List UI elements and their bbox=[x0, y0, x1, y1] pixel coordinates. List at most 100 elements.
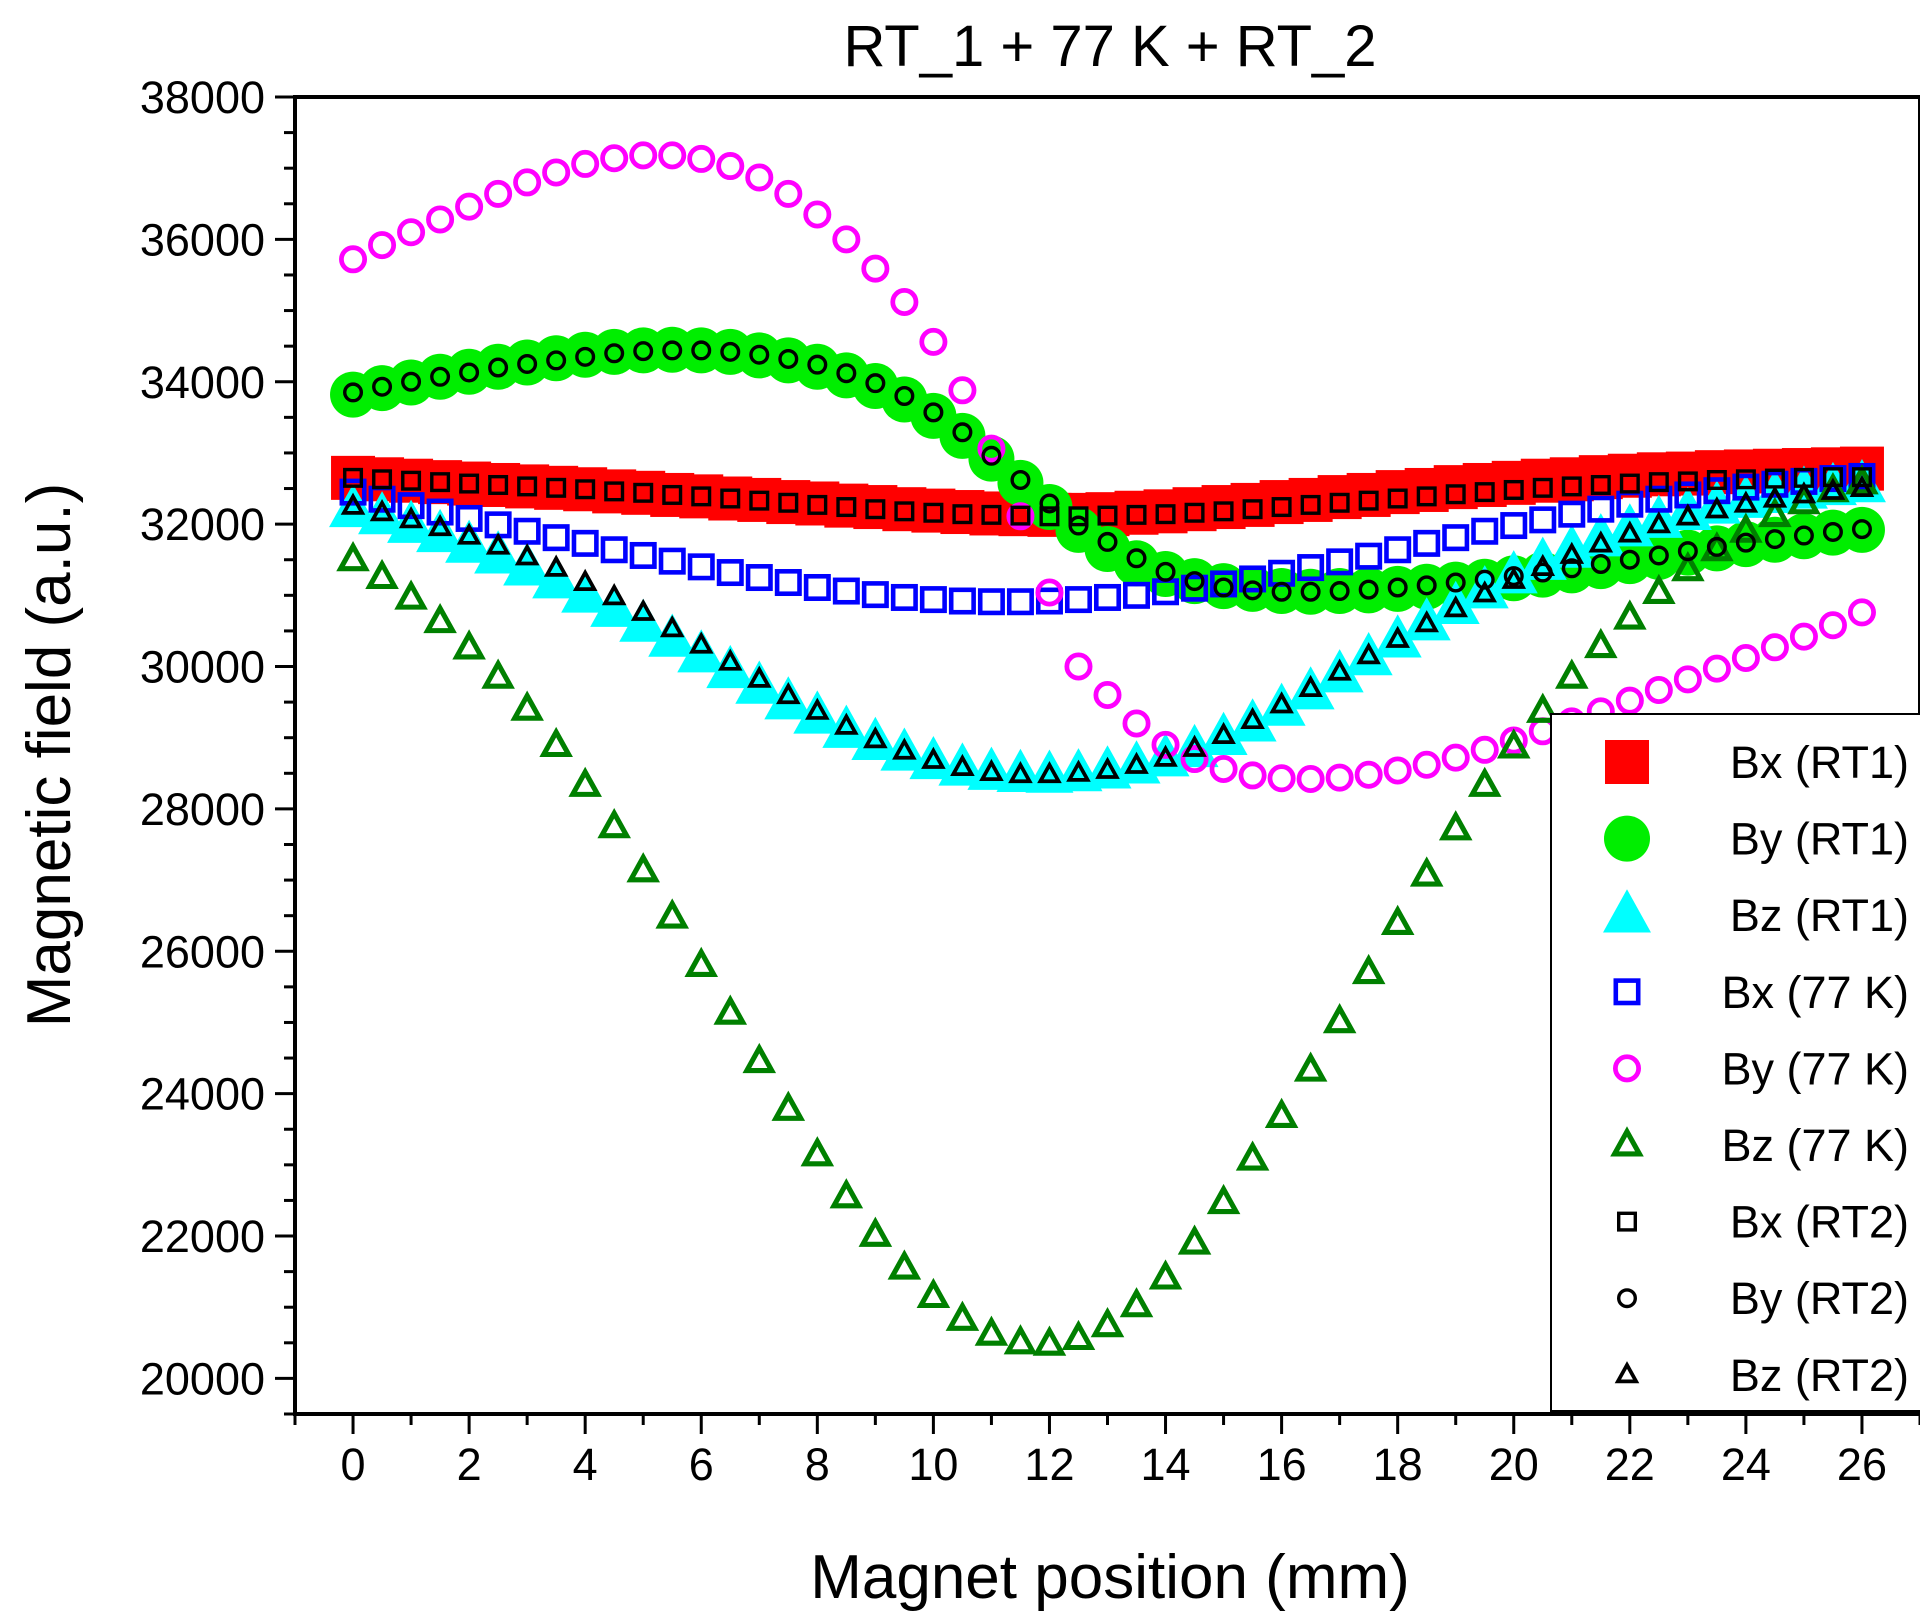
data-point bbox=[600, 144, 629, 173]
data-point bbox=[923, 402, 944, 423]
data-point bbox=[662, 340, 683, 361]
data-point bbox=[1373, 614, 1422, 658]
data-point bbox=[1758, 496, 1792, 528]
data-point bbox=[343, 467, 364, 488]
data-point bbox=[1351, 953, 1386, 985]
x-tick-label: 4 bbox=[573, 1439, 598, 1490]
data-point bbox=[1155, 504, 1176, 525]
data-point bbox=[546, 477, 567, 498]
data-point bbox=[979, 758, 1004, 782]
data-point bbox=[1003, 1324, 1038, 1355]
data-point bbox=[832, 577, 860, 605]
data-point bbox=[604, 481, 625, 502]
data-point bbox=[1851, 467, 1872, 488]
legend-label: Bx (RT1) bbox=[1730, 737, 1909, 788]
data-point bbox=[745, 564, 773, 592]
data-point bbox=[1358, 490, 1379, 511]
data-point bbox=[368, 231, 397, 260]
data-point bbox=[880, 727, 929, 771]
data-point bbox=[861, 581, 889, 609]
legend-item: Bz (RT2) bbox=[1614, 1350, 1909, 1401]
data-point bbox=[1327, 658, 1352, 681]
data-point bbox=[749, 344, 770, 365]
data-point bbox=[1271, 497, 1292, 518]
data-point bbox=[1474, 569, 1495, 590]
data-point bbox=[1151, 730, 1180, 759]
data-point bbox=[865, 499, 886, 520]
data-point bbox=[401, 371, 422, 392]
data-point bbox=[1271, 581, 1292, 602]
data-point bbox=[1124, 751, 1149, 774]
data-point bbox=[426, 205, 455, 234]
data-point bbox=[1322, 1003, 1357, 1034]
data-point bbox=[807, 494, 828, 515]
data-point bbox=[1761, 470, 1789, 498]
x-tick-label: 14 bbox=[1141, 1439, 1191, 1490]
data-point bbox=[1300, 494, 1321, 515]
data-point bbox=[1503, 479, 1524, 500]
data-point bbox=[894, 501, 915, 522]
data-point bbox=[542, 524, 570, 552]
y-tick-label: 26000 bbox=[140, 926, 265, 977]
data-point bbox=[800, 1136, 835, 1167]
legend-marker bbox=[1613, 978, 1641, 1006]
data-point bbox=[1153, 744, 1178, 767]
data-point bbox=[1617, 520, 1643, 543]
data-point bbox=[832, 225, 861, 254]
data-point bbox=[590, 583, 639, 627]
data-point bbox=[1242, 499, 1263, 520]
y-tick-label: 38000 bbox=[140, 72, 265, 123]
data-point bbox=[1035, 578, 1064, 607]
data-point bbox=[1735, 532, 1756, 553]
data-point bbox=[1615, 686, 1644, 715]
data-point bbox=[1648, 472, 1669, 493]
data-point bbox=[1064, 652, 1093, 681]
data-point bbox=[1561, 476, 1582, 497]
data-point bbox=[633, 482, 654, 503]
data-point bbox=[1006, 502, 1035, 531]
data-point bbox=[1445, 484, 1466, 505]
data-point bbox=[1296, 764, 1325, 793]
data-point bbox=[459, 473, 480, 494]
data-point bbox=[981, 445, 1002, 466]
data-point bbox=[836, 363, 857, 384]
data-point bbox=[921, 746, 946, 769]
data-point bbox=[1155, 561, 1176, 582]
data-point bbox=[1416, 486, 1437, 507]
data-point bbox=[1793, 525, 1814, 546]
data-point bbox=[717, 648, 743, 671]
data-point bbox=[1355, 542, 1383, 570]
data-point bbox=[1613, 599, 1647, 630]
legend-marker bbox=[1604, 815, 1650, 862]
data-point bbox=[1269, 691, 1294, 714]
series-7 bbox=[343, 340, 1872, 602]
legend-label: By (RT2) bbox=[1730, 1273, 1909, 1324]
data-point bbox=[1097, 505, 1118, 526]
data-point bbox=[793, 690, 842, 734]
data-point bbox=[775, 681, 801, 705]
x-tick-label: 26 bbox=[1837, 1439, 1887, 1490]
data-point bbox=[365, 558, 399, 590]
data-point bbox=[1032, 1325, 1067, 1356]
data-point bbox=[1501, 566, 1527, 589]
data-point bbox=[684, 946, 719, 978]
data-point bbox=[1122, 709, 1151, 738]
data-point bbox=[1525, 692, 1560, 723]
data-point bbox=[456, 522, 482, 545]
data-point bbox=[1558, 500, 1586, 528]
legend-label: Bx (RT2) bbox=[1730, 1197, 1909, 1248]
data-point bbox=[1732, 473, 1760, 501]
data-point bbox=[1184, 502, 1205, 523]
data-point bbox=[629, 541, 657, 569]
data-point bbox=[633, 341, 654, 362]
data-point bbox=[805, 697, 830, 720]
data-point bbox=[1240, 706, 1265, 730]
data-point bbox=[459, 362, 480, 383]
data-point bbox=[746, 665, 772, 688]
data-point bbox=[517, 353, 538, 374]
data-point bbox=[1733, 490, 1759, 513]
data-point bbox=[974, 1315, 1009, 1346]
data-point bbox=[1619, 473, 1640, 494]
data-point bbox=[1199, 711, 1248, 755]
data-point bbox=[861, 254, 890, 283]
